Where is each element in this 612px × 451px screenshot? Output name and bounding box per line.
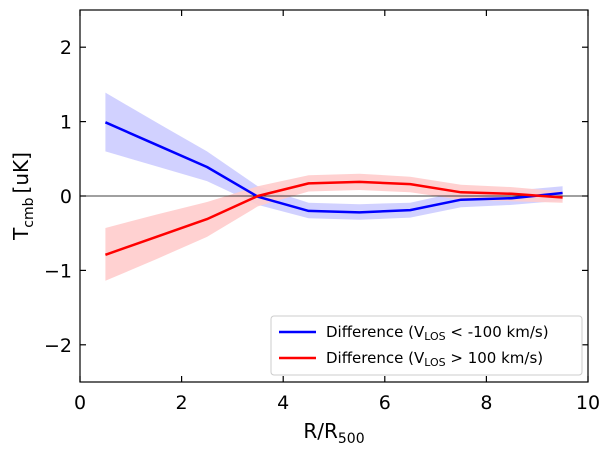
legend-label-blue: Difference (VLOS < -100 km/s): [326, 323, 549, 343]
legend: Difference (VLOS < -100 km/s) Difference…: [270, 315, 583, 376]
band-red: [105, 173, 563, 281]
legend-label-red: Difference (VLOS > 100 km/s): [326, 349, 543, 369]
series-line-blue: [104, 121, 563, 214]
x-axis-label-main: R/R: [303, 419, 338, 443]
x-tick-label: 0: [74, 392, 86, 414]
x-ticks: 0 2 4 6 8 10: [74, 10, 600, 414]
y-tick-label: 2: [60, 37, 72, 59]
legend-label-blue-post: < -100 km/s): [446, 323, 549, 341]
x-tick-label: 4: [277, 392, 289, 414]
y-tick-label: −1: [44, 260, 72, 282]
legend-label-red-sub: LOS: [424, 356, 445, 369]
x-axis-label-subscript: 500: [338, 431, 365, 447]
y-ticks: −2 −1 0 1 2: [44, 37, 588, 357]
x-tick-label: 6: [379, 392, 391, 414]
y-tick-label: −2: [44, 335, 72, 357]
x-axis-label: R/R500: [303, 419, 364, 447]
y-axis-label-main: T: [9, 227, 33, 241]
series-line-red: [104, 180, 563, 256]
y-axis-label-unit: [uK]: [9, 152, 33, 193]
legend-label-red-pre: Difference (V: [326, 349, 425, 367]
y-axis-label: Tcmb [uK]: [9, 152, 37, 241]
series-lines: [104, 121, 563, 256]
y-tick-label: 1: [60, 112, 72, 134]
legend-box: [270, 315, 583, 376]
x-tick-label: 2: [176, 392, 188, 414]
x-tick-label: 10: [576, 392, 600, 414]
legend-label-blue-sub: LOS: [424, 330, 445, 343]
confidence-bands: [105, 92, 563, 281]
x-tick-label: 8: [480, 392, 492, 414]
legend-label-blue-pre: Difference (V: [326, 323, 425, 341]
band-blue: [105, 92, 563, 220]
legend-label-red-post: > 100 km/s): [446, 349, 544, 367]
y-axis-label-subscript: cmb: [21, 197, 37, 227]
y-tick-label: 0: [60, 186, 72, 208]
